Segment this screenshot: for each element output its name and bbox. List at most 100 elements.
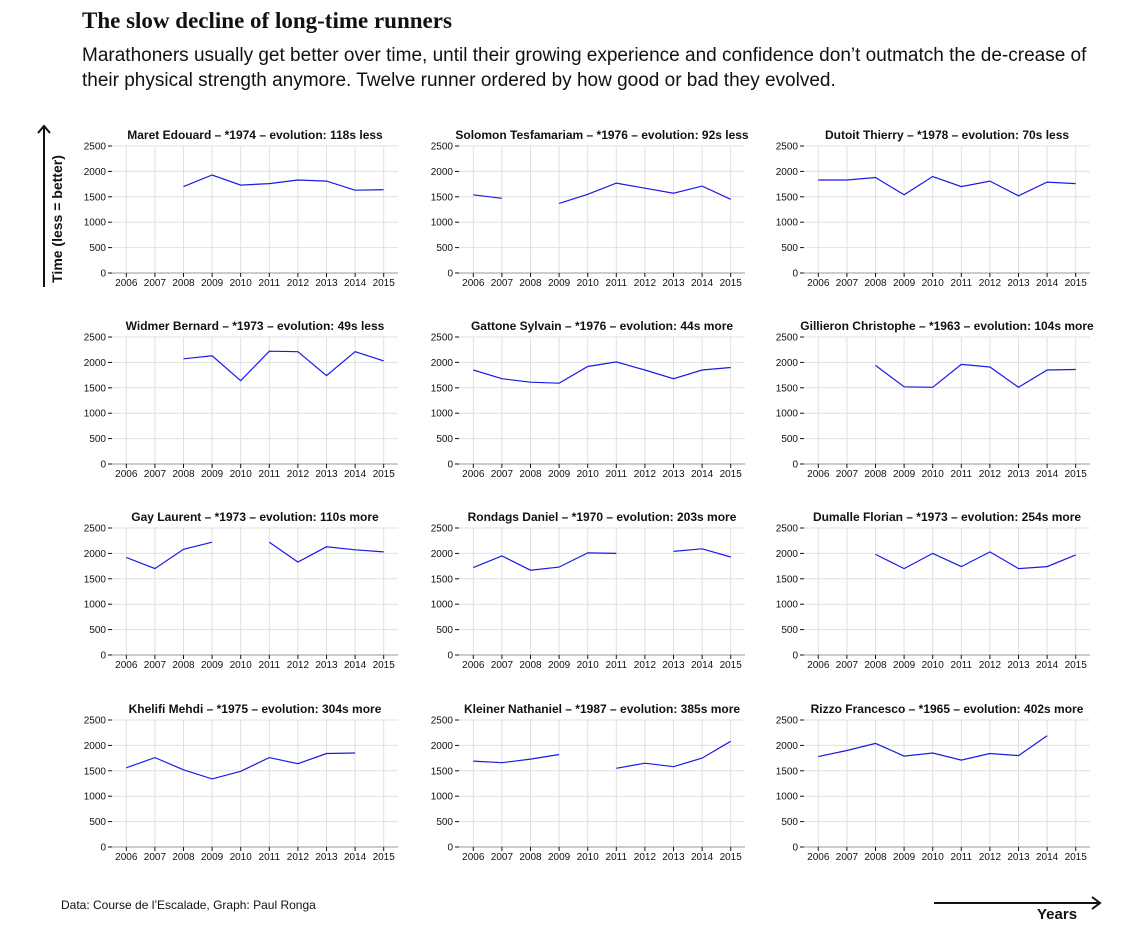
y-tick-label: 500 [436,434,453,445]
x-tick-label: 2012 [979,852,1002,863]
x-tick-label: 2014 [691,852,714,863]
x-tick-label: 2015 [1065,278,1088,289]
y-tick-label: 0 [100,269,106,280]
x-tick-label: 2015 [373,278,396,289]
x-tick-label: 2015 [1065,469,1088,480]
x-tick-label: 2009 [201,660,224,671]
x-tick-label: 2014 [1036,278,1059,289]
panel: 0 500 1000 1500 2000 2500 2006 2007 2008 2009 2010… [84,319,398,480]
x-tick-label: 2010 [230,278,253,289]
y-tick-label: 1500 [84,383,107,394]
y-tick-label: 1000 [776,792,799,803]
y-tick-label: 2000 [776,167,799,178]
x-tick-label: 2015 [373,660,396,671]
x-tick-label: 2009 [548,278,571,289]
x-axis-arrow-icon [934,896,1102,910]
y-tick-label: 500 [781,434,798,445]
x-tick-label: 2014 [1036,852,1059,863]
panel-title: Gillieron Christophe – *1963 – evolution… [800,319,1094,333]
x-tick-label: 2013 [1007,660,1030,671]
y-tick-label: 500 [89,243,106,254]
x-tick-label: 2007 [836,660,859,671]
x-tick-label: 2012 [287,660,310,671]
x-tick-label: 2009 [201,469,224,480]
x-tick-label: 2008 [519,469,542,480]
source-note: Data: Course de l’Escalade, Graph: Paul … [61,898,316,912]
series-line [818,175,1076,197]
y-tick-label: 500 [89,817,106,828]
y-tick-label: 500 [781,625,798,636]
x-tick-label: 2014 [344,278,367,289]
y-tick-label: 2500 [431,524,454,535]
x-tick-label: 2013 [1007,469,1030,480]
x-axis-label: Years [1037,906,1078,923]
x-tick-label: 2015 [720,278,743,289]
x-tick-label: 2013 [662,852,685,863]
y-tick-label: 1500 [431,574,454,585]
x-tick-label: 2010 [230,852,253,863]
panel: 0 500 1000 1500 2000 2500 2006 2007 2008 2009 2010… [776,128,1090,289]
y-tick-label: 2000 [776,741,799,752]
x-tick-label: 2008 [519,852,542,863]
y-tick-label: 500 [781,243,798,254]
x-tick-label: 2011 [259,278,281,289]
y-tick-label: 1000 [84,218,107,229]
y-tick-label: 500 [436,625,453,636]
chart-title: The slow decline of long-time runners [82,8,452,33]
x-tick-label: 2006 [115,469,138,480]
y-tick-label: 0 [100,843,106,854]
x-tick-label: 2006 [807,278,830,289]
x-tick-label: 2007 [144,852,167,863]
y-tick-label: 1500 [776,383,799,394]
y-tick-label: 2500 [84,716,107,727]
x-tick-label: 2012 [287,852,310,863]
x-tick-label: 2007 [491,469,514,480]
x-tick-label: 2009 [548,660,571,671]
x-tick-label: 2012 [287,278,310,289]
panel: 0 500 1000 1500 2000 2500 2006 2007 2008 2009 2010… [431,510,745,671]
x-tick-label: 2010 [577,660,600,671]
y-tick-label: 1000 [776,409,799,420]
x-tick-label: 2011 [951,660,973,671]
x-tick-label: 2009 [548,852,571,863]
y-tick-label: 0 [792,843,798,854]
y-tick-label: 1500 [431,766,454,777]
x-tick-label: 2012 [634,469,657,480]
y-tick-label: 1500 [776,192,799,203]
x-tick-label: 2013 [315,852,338,863]
y-tick-label: 0 [100,651,106,662]
x-tick-label: 2007 [836,469,859,480]
panel-title: Widmer Bernard – *1973 – evolution: 49s … [126,319,385,333]
x-tick-label: 2006 [807,852,830,863]
x-tick-label: 2012 [634,852,657,863]
y-tick-label: 1500 [84,192,107,203]
y-tick-label: 2500 [431,333,454,344]
x-tick-label: 2011 [606,469,628,480]
x-tick-label: 2013 [1007,278,1030,289]
series-line [473,753,560,764]
panel-title: Rizzo Francesco – *1965 – evolution: 402… [811,702,1084,716]
series-line [473,194,502,199]
series-line [875,363,1076,389]
y-tick-label: 2000 [431,741,454,752]
x-tick-label: 2014 [344,852,367,863]
y-axis-label: Time (less = better) [49,155,65,284]
panel: 0 500 1000 1500 2000 2500 2006 2007 2008 2009 2010… [431,128,749,289]
y-tick-label: 0 [447,269,453,280]
x-tick-label: 2008 [172,278,195,289]
y-tick-label: 500 [436,243,453,254]
y-tick-label: 1500 [431,383,454,394]
y-tick-label: 2000 [84,167,107,178]
y-tick-label: 2500 [431,716,454,727]
y-tick-label: 2000 [431,549,454,560]
x-tick-label: 2011 [951,469,973,480]
x-tick-label: 2010 [577,278,600,289]
x-tick-label: 2008 [519,278,542,289]
series-line [875,551,1076,570]
y-tick-label: 500 [89,625,106,636]
panel-title: Gay Laurent – *1973 – evolution: 110s mo… [131,510,379,524]
x-tick-label: 2008 [864,278,887,289]
y-tick-label: 0 [792,460,798,471]
x-tick-label: 2008 [172,469,195,480]
x-tick-label: 2009 [893,852,916,863]
